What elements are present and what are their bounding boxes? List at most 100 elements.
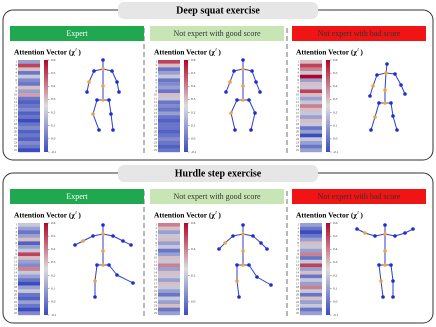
colorbar-tick-label: 0.1 [333,124,338,128]
skeleton-joint [101,58,105,62]
skeleton-bone [112,235,124,242]
skeleton-joint [385,62,389,66]
colorbar-tick-label: 0.6 [333,58,338,62]
skeleton-joint [383,101,387,105]
joint-label: 22 [296,300,300,304]
heatmap-cell [158,285,180,290]
colorbar-tick-label: 0.2 [333,110,338,114]
colorbar-tick-label: 0.0 [333,300,338,304]
skeleton-bone [372,74,378,87]
heatmap-cell [18,67,40,72]
attention-close: ) [360,211,363,220]
skeleton-bone [390,264,394,282]
skeleton-joint [231,234,235,238]
joint-label: 16 [154,278,158,282]
heatmap-cell [300,223,322,227]
heatmap-cell [300,281,322,286]
heatmap-cell [18,281,40,286]
colorbar-tick-label: 0.1 [51,287,56,291]
heatmap-cell [18,289,40,294]
joint-label: 20 [296,292,300,296]
joint-label: 7 [156,82,158,86]
joint-label: 2 [298,63,300,67]
colorbar-tick-label: 0.1 [51,124,56,128]
heatmap-cell [158,115,180,120]
joint-label: 14 [14,270,18,274]
joint-label: 9 [298,252,300,256]
skeleton-joint [241,223,245,227]
heatmap-cell [158,252,180,257]
heatmap-cell [18,129,40,134]
skeleton-joint [255,275,259,279]
heatmap-cell [18,274,40,279]
panel-banner [118,165,318,182]
column-label: Expert [66,29,88,38]
joint-label: 9 [156,89,158,93]
joint-label: 21 [296,133,300,137]
skeleton-joint [355,227,359,231]
skeleton-joint [241,98,245,102]
skeleton-joint [241,67,245,71]
colorbar-tick-label: 0.3 [51,97,56,101]
skeleton-bone [370,116,376,131]
skeleton-bone [88,70,95,83]
heatmap-cell [300,245,322,249]
joint-label: 23 [154,140,158,144]
heatmap-cell [18,140,40,145]
column-header [292,26,426,41]
joint-label: 15 [154,111,158,115]
joint-label: 1 [16,223,18,227]
joint-label: 23 [296,303,300,307]
joint-label: 11 [154,259,157,263]
joint-label: 5 [156,74,158,78]
heatmap-cell [300,107,322,112]
skeleton-joint [235,279,239,283]
joint-label: 24 [14,144,18,148]
joint-label: 13 [154,104,158,108]
joint-label: 13 [154,267,158,271]
skeleton-joint [131,281,135,285]
joint-label: 12 [154,100,158,104]
skeleton-joint [85,90,89,94]
attention-close: ) [218,211,221,220]
heatmap-cell [158,126,180,131]
joint-label: 7 [156,245,158,249]
skeleton-joint [91,234,95,238]
heatmap-cell [300,237,322,242]
joint-label: 17 [154,118,158,122]
colorbar-tick-label: 0.1 [191,124,196,128]
skeleton-bone [250,112,256,131]
heatmap-cell [300,292,322,297]
joint-label: 23 [14,140,18,144]
joint-label: 13 [14,104,18,108]
skeleton-joint [117,90,121,94]
heatmap-cell [18,307,40,312]
joint-label: 1 [156,60,158,64]
heatmap-cell [158,140,180,145]
heatmap-cell [158,122,180,127]
colorbar [44,223,48,315]
skeleton-joint [87,80,91,84]
skeleton-joint [233,128,237,132]
skeleton-joint [247,263,251,267]
colorbar-tick-label: 0.6 [51,221,56,225]
heatmap-cell [18,78,40,83]
joint-label: 13 [296,267,300,271]
heatmap-cell [158,107,180,112]
heatmap-cell [300,270,322,275]
skeleton-joint [383,249,387,253]
joint-label: 2 [16,226,18,230]
joint-label: 6 [298,241,300,245]
skeleton-joint [269,283,273,287]
joint-label: 25 [154,311,158,315]
heatmap-cell [18,241,40,246]
joint-label: 20 [154,292,158,296]
skeleton-joint [224,90,228,94]
joint-label: 21 [14,133,18,137]
skeleton-bone [374,102,380,118]
joint-label: 18 [14,285,18,289]
skeleton-joint [383,223,387,227]
heatmap-cell [18,223,40,227]
skeleton-joint [232,69,236,73]
joint-label: 9 [16,89,18,93]
